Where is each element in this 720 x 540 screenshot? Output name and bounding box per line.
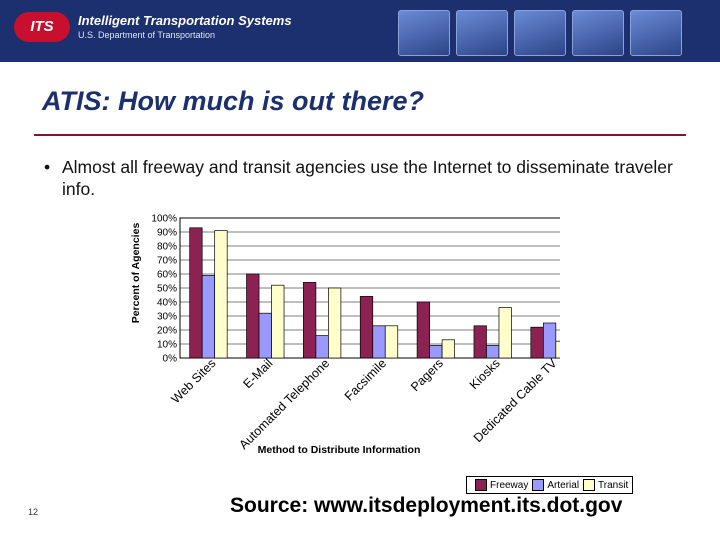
bar-arterial-3 bbox=[315, 335, 329, 359]
x-category-label: Pagers bbox=[408, 356, 446, 394]
bar-transit-5 bbox=[441, 339, 455, 359]
legend-swatch-arterial bbox=[532, 479, 545, 491]
slide-title: ATIS: How much is out there? bbox=[42, 86, 425, 116]
x-category-label: Facsimile bbox=[342, 356, 389, 403]
y-tick-label: 60% bbox=[157, 270, 177, 281]
title-divider bbox=[34, 134, 686, 136]
header-photo-image bbox=[398, 10, 450, 56]
bar-transit-7 bbox=[555, 340, 560, 359]
legend-swatch-transit bbox=[583, 479, 596, 491]
chart-legend: Freeway Arterial Transit bbox=[466, 476, 634, 494]
bar-transit-4 bbox=[384, 325, 399, 359]
y-tick-label: 100% bbox=[151, 214, 177, 225]
bar-arterial-2 bbox=[258, 312, 272, 359]
bar-freeway-5 bbox=[416, 301, 430, 359]
bar-arterial-1 bbox=[201, 275, 216, 359]
bar-transit-6 bbox=[498, 307, 512, 359]
bar-transit-2 bbox=[271, 284, 285, 359]
bar-arterial-4 bbox=[372, 325, 386, 359]
its-logo: ITS bbox=[14, 12, 70, 42]
y-tick-label: 10% bbox=[157, 340, 177, 351]
bullet-dot-icon: • bbox=[44, 157, 51, 177]
y-tick-label: 70% bbox=[157, 256, 177, 267]
x-category-label: E-Mail bbox=[240, 356, 275, 391]
header-banner: ITS Intelligent Transportation Systems U… bbox=[0, 0, 720, 62]
legend-label-freeway: Freeway bbox=[490, 479, 529, 491]
y-tick-label: 50% bbox=[157, 284, 177, 295]
y-tick-label: 30% bbox=[157, 312, 177, 323]
bar-transit-3 bbox=[328, 287, 342, 359]
y-tick-label: 90% bbox=[157, 228, 177, 239]
bar-freeway-1 bbox=[189, 227, 203, 359]
x-axis-title: Method to Distribute Information bbox=[258, 444, 421, 455]
y-tick-label: 0% bbox=[163, 354, 178, 365]
bar-freeway-6 bbox=[473, 325, 487, 359]
bar-chart: 0% 10% 20% 30% 40% 50% 60% 70% 80% 90% 100% Percent… bbox=[130, 214, 560, 455]
header-photo-image bbox=[456, 10, 508, 56]
x-category-label: Kiosks bbox=[467, 356, 503, 392]
header-photo-image bbox=[630, 10, 682, 56]
bar-freeway-7 bbox=[530, 326, 544, 359]
legend-swatch-freeway bbox=[475, 479, 487, 491]
bar-arterial-7 bbox=[542, 322, 557, 359]
brand-title: Intelligent Transportation Systems bbox=[78, 13, 292, 28]
bullet-text: Almost all freeway and transit agencies … bbox=[62, 157, 673, 199]
y-tick-label: 20% bbox=[157, 326, 177, 337]
legend-label-transit: Transit bbox=[598, 479, 629, 491]
bar-freeway-2 bbox=[246, 273, 260, 359]
y-tick-label: 80% bbox=[157, 242, 177, 253]
header-photo-image bbox=[514, 10, 566, 56]
brand-subtitle: U.S. Department of Transportation bbox=[78, 30, 216, 40]
bullet-point: • Almost all freeway and transit agencie… bbox=[44, 156, 684, 200]
bar-freeway-3 bbox=[303, 282, 317, 359]
bar-freeway-4 bbox=[359, 296, 374, 359]
legend-label-arterial: Arterial bbox=[547, 479, 580, 491]
source-link[interactable]: Source: www.itsdeployment.its.dot.gov bbox=[230, 494, 623, 517]
bar-transit-1 bbox=[214, 230, 228, 359]
y-axis-title: Percent of Agencies bbox=[130, 223, 142, 324]
header-photo-image bbox=[572, 10, 624, 56]
y-tick-label: 40% bbox=[157, 298, 177, 309]
page-number: 12 bbox=[28, 507, 39, 517]
